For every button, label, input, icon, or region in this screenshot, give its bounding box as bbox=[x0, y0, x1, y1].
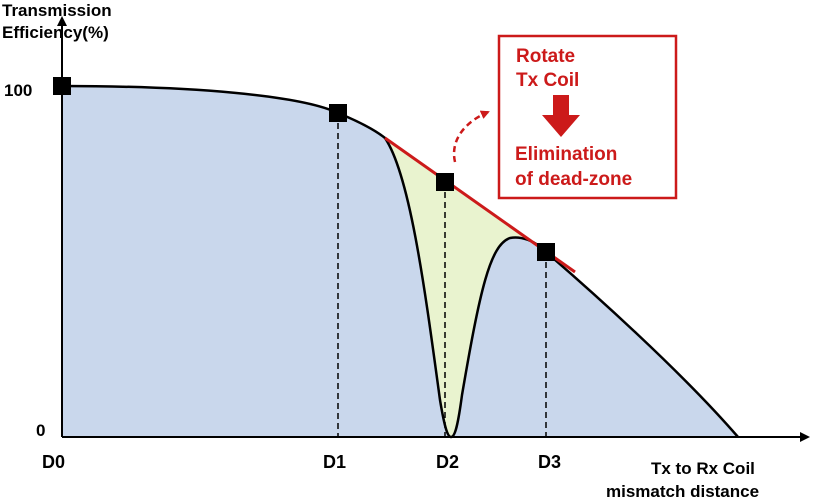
y-tick-0: 0 bbox=[36, 421, 45, 440]
x-tick-d0: D0 bbox=[42, 452, 65, 472]
callout-arrow bbox=[452, 110, 490, 163]
efficiency-area bbox=[62, 86, 738, 437]
x-tick-d3: D3 bbox=[538, 452, 561, 472]
callout-down-arrow-icon bbox=[542, 95, 580, 137]
deadzone-area bbox=[385, 138, 546, 437]
y-axis-title-line1: Transmission bbox=[2, 1, 112, 20]
x-axis-title-line2: mismatch distance bbox=[606, 482, 759, 501]
marker-d1 bbox=[329, 104, 347, 122]
callout-box bbox=[497, 34, 678, 200]
callout-dead-zone: of dead-zone bbox=[515, 169, 632, 190]
y-axis-title-line2: Efficiency(%) bbox=[2, 23, 109, 42]
marker-d2 bbox=[436, 173, 454, 191]
callout-tx-coil: Tx Coil bbox=[516, 70, 579, 91]
x-axis-title-line1: Tx to Rx Coil bbox=[651, 459, 755, 478]
x-tick-d1: D1 bbox=[323, 452, 346, 472]
y-tick-100: 100 bbox=[4, 81, 32, 100]
callout-rotate: Rotate bbox=[516, 46, 575, 67]
x-tick-d2: D2 bbox=[436, 452, 459, 472]
marker-d0 bbox=[53, 77, 71, 95]
callout-elimination: Elimination bbox=[515, 144, 617, 165]
marker-d3 bbox=[537, 243, 555, 261]
